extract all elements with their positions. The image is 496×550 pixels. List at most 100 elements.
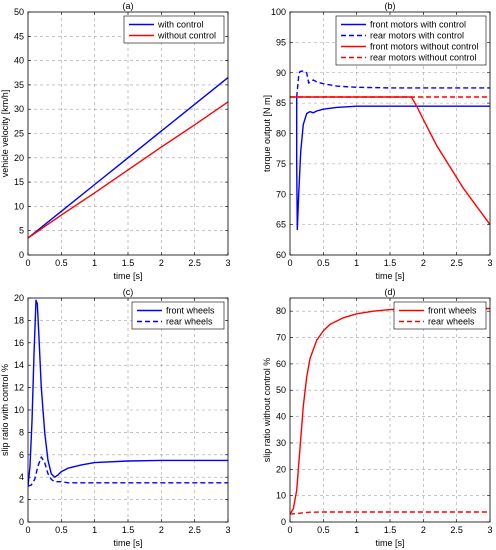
x-tick-label: 1 — [354, 258, 359, 268]
x-tick-label: 1 — [354, 525, 359, 535]
x-tick-label: 0 — [287, 258, 292, 268]
y-axis-label: slip ratio without control % — [262, 358, 272, 463]
x-tick-label: 1.5 — [384, 258, 397, 268]
y-tick-label: 10 — [276, 491, 286, 501]
y-tick-label: 16 — [14, 338, 24, 348]
chart-title: (a) — [123, 1, 134, 11]
y-tick-label: 70 — [276, 189, 286, 199]
legend-entry: with control — [157, 20, 204, 30]
x-tick-label: 0.5 — [317, 525, 330, 535]
legend-box — [131, 301, 225, 330]
y-tick-label: 50 — [276, 385, 286, 395]
x-tick-label: 0.5 — [317, 258, 330, 268]
y-tick-label: 35 — [14, 80, 24, 90]
y-tick-label: 0 — [281, 517, 286, 527]
x-tick-label: 2 — [421, 525, 426, 535]
y-tick-label: 65 — [276, 220, 286, 230]
x-tick-label: 2.5 — [450, 258, 463, 268]
y-tick-label: 5 — [19, 226, 24, 236]
y-tick-label: 95 — [276, 37, 286, 47]
chart-panel-0: 0 0.5 1 1.5 2 2.5 305101520253035404550(a)time… — [0, 1, 231, 281]
x-axis-label: time [s] — [113, 538, 142, 548]
x-tick-label: 2 — [421, 258, 426, 268]
legend-entry: rear wheels — [428, 317, 475, 327]
axes-frame — [27, 11, 229, 256]
x-tick-label: 0 — [25, 525, 30, 535]
axes-frame — [289, 297, 491, 523]
y-tick-label: 0 — [19, 250, 24, 260]
legend-entry: front motors with control — [370, 20, 466, 30]
chart-panel-1: 0 0.5 1 1.5 2 2.5 3 60 65 70 75 80 85 90 95 100 (b) time … — [262, 1, 493, 281]
y-tick-label: 2 — [19, 495, 24, 505]
y-axis-label: vehicle velocity [km/h] — [0, 90, 10, 178]
y-tick-label: 30 — [276, 438, 286, 448]
x-tick-label: 2 — [159, 258, 164, 268]
x-tick-label: 1.5 — [122, 525, 135, 535]
y-tick-label: 20 — [14, 153, 24, 163]
series-line-1 — [296, 70, 490, 98]
chart-title: (c) — [123, 287, 134, 297]
legend-entry: without control — [157, 31, 216, 41]
y-tick-label: 12 — [14, 383, 24, 393]
series-line-0 — [296, 97, 490, 231]
legend-entry: rear motors without control — [370, 53, 477, 63]
x-tick-label: 3 — [225, 525, 230, 535]
x-tick-label: 2 — [159, 525, 164, 535]
chart-panel-2: 0 0.5 1 1.5 2 2.5 3 0 2 4 6 8 10 12 14 16 18 20 (c) time [s… — [0, 287, 231, 548]
x-tick-label: 1 — [92, 525, 97, 535]
legend-entry: rear motors with control — [370, 31, 464, 41]
x-tick-label: 1.5 — [384, 525, 397, 535]
plot-area — [290, 298, 490, 522]
y-tick-label: 10 — [14, 201, 24, 211]
y-tick-label: 30 — [14, 104, 24, 114]
x-tick-label: 3 — [225, 258, 230, 268]
x-axis-label: time [s] — [375, 538, 404, 548]
y-tick-label: 0 — [19, 517, 24, 527]
series-line-1 — [290, 511, 490, 515]
series-line-1 — [28, 456, 228, 487]
y-axis-label: torque output [N m] — [262, 95, 272, 172]
y-tick-label: 60 — [276, 250, 286, 260]
y-tick-label: 8 — [19, 427, 24, 437]
y-tick-label: 50 — [14, 7, 24, 17]
x-tick-label: 2.5 — [450, 525, 463, 535]
y-tick-label: 25 — [14, 129, 24, 139]
legend-entry: front wheels — [428, 306, 477, 316]
y-axis-label: slip ratio with control % — [0, 364, 10, 456]
y-tick-label: 100 — [271, 7, 286, 17]
y-tick-label: 18 — [14, 315, 24, 325]
y-tick-label: 70 — [276, 333, 286, 343]
legend-box — [393, 301, 487, 330]
y-tick-label: 10 — [14, 405, 24, 415]
y-tick-label: 15 — [14, 177, 24, 187]
x-tick-label: 1 — [92, 258, 97, 268]
y-tick-label: 60 — [276, 359, 286, 369]
legend-entry: rear wheels — [166, 317, 213, 327]
y-tick-label: 14 — [14, 360, 24, 370]
y-tick-label: 85 — [276, 98, 286, 108]
series-line-0 — [28, 77, 228, 239]
y-tick-label: 40 — [276, 412, 286, 422]
x-tick-label: 2.5 — [188, 258, 201, 268]
y-tick-label: 20 — [14, 293, 24, 303]
axes-frame — [289, 11, 491, 256]
x-tick-label: 1.5 — [122, 258, 135, 268]
y-tick-label: 20 — [276, 464, 286, 474]
x-tick-label: 3 — [487, 258, 492, 268]
x-tick-label: 0 — [287, 525, 292, 535]
legend-entry: front wheels — [166, 306, 215, 316]
x-tick-label: 0.5 — [55, 258, 68, 268]
x-axis-label: time [s] — [375, 271, 404, 281]
y-tick-label: 4 — [19, 472, 24, 482]
y-tick-label: 80 — [276, 129, 286, 139]
y-tick-label: 40 — [14, 56, 24, 66]
y-tick-label: 90 — [276, 68, 286, 78]
legend-box — [123, 15, 225, 44]
y-tick-label: 80 — [276, 306, 286, 316]
chart-title: (b) — [385, 1, 396, 11]
